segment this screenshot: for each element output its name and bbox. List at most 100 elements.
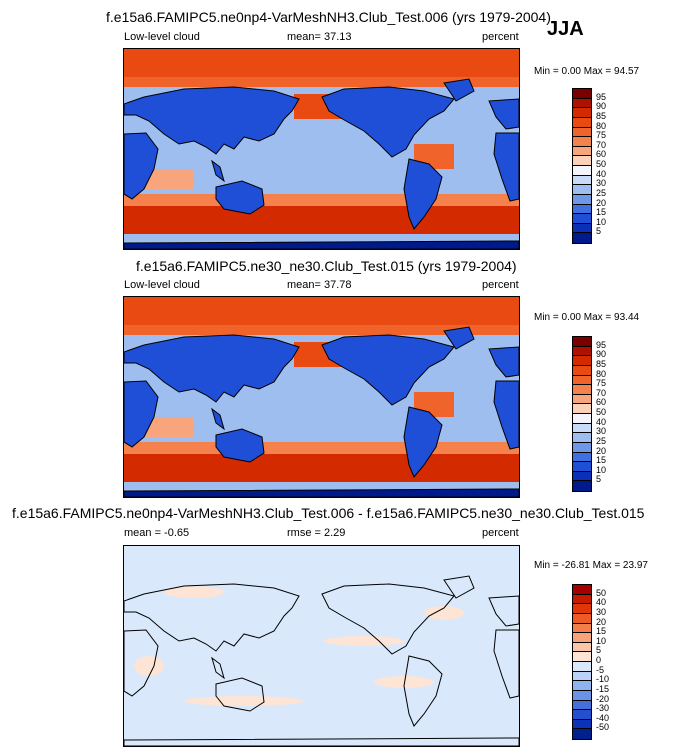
colorbar-box [573, 414, 591, 424]
colorbar-tick-label: 30 [596, 426, 607, 437]
colorbar-tick-label: 90 [596, 349, 607, 360]
colorbar-tick-label: -10 [596, 674, 610, 685]
colorbar-tick-label: 80 [596, 120, 607, 131]
colorbar-box [573, 719, 591, 730]
colorbar-box [573, 127, 591, 138]
colorbar-box [573, 462, 591, 472]
coastline [215, 428, 265, 463]
coastline [321, 86, 455, 158]
colorbar-box [573, 98, 591, 109]
colorbar-tick-label: 70 [596, 387, 607, 398]
panel3-title: f.e15a6.FAMIPC5.ne0np4-VarMeshNH3.Club_T… [12, 505, 645, 521]
colorbar-box [573, 652, 591, 662]
colorbar-tick-label: 40 [596, 597, 607, 608]
cloud-band [124, 204, 519, 234]
panel1-map [123, 48, 520, 250]
colorbar-box [573, 585, 591, 595]
coastline [403, 158, 443, 230]
coastline [493, 132, 519, 202]
colorbar-tick-label: 75 [596, 378, 607, 389]
coastline [403, 655, 443, 727]
panel2-map [123, 296, 520, 498]
colorbar-box [573, 700, 591, 711]
coastline [403, 406, 443, 478]
panel3-mean-label: mean = -0.65 [124, 527, 190, 539]
difference-patch [374, 676, 434, 688]
coastline [493, 629, 519, 699]
colorbar-tick-label: 5 [596, 474, 602, 485]
colorbar-tick-label: 80 [596, 368, 607, 379]
colorbar-tick-label: 25 [596, 187, 607, 198]
panel1-variable-label: Low-level cloud [124, 31, 200, 43]
coastline [321, 583, 455, 655]
colorbar-box [573, 89, 591, 99]
panel2-map-svg [124, 297, 519, 497]
colorbar-box [573, 690, 591, 701]
colorbar-tick-label: 15 [596, 626, 607, 637]
colorbar-box [573, 365, 591, 376]
colorbar-box [573, 146, 591, 157]
colorbar-box [573, 452, 591, 463]
coastline [124, 737, 519, 746]
colorbar-tick-label: 95 [596, 91, 607, 102]
coastline [124, 86, 300, 155]
colorbar-box [573, 613, 591, 624]
coastline [124, 240, 519, 249]
colorbar-box [573, 481, 591, 491]
difference-patch [164, 586, 224, 598]
colorbar-box [573, 204, 591, 215]
colorbar-tick-label: 85 [596, 358, 607, 369]
colorbar-box [573, 185, 591, 195]
coastline [215, 180, 265, 215]
coastline [443, 78, 475, 102]
colorbar-tick-label: 5 [596, 645, 602, 656]
panel1-title: f.e15a6.FAMIPC5.ne0np4-VarMeshNH3.Club_T… [106, 9, 551, 25]
season-label: JJA [547, 18, 584, 40]
panel3-map [123, 545, 520, 747]
colorbar-tick-label: 0 [596, 655, 602, 665]
colorbar-tick-label: 30 [596, 606, 607, 617]
colorbar-tick-label: 5 [596, 226, 602, 237]
colorbar-box [573, 375, 591, 386]
coastline [124, 334, 300, 403]
panel2-mean-label: mean= 37.78 [287, 279, 352, 291]
panel3-map-svg [124, 546, 519, 746]
colorbar-box [573, 156, 591, 166]
colorbar-tick-label: 60 [596, 149, 607, 160]
panel1-map-svg [124, 49, 519, 249]
colorbar-box [573, 233, 591, 243]
colorbar-box [573, 175, 591, 186]
colorbar-tick-label: -30 [596, 703, 610, 714]
colorbar-box [573, 662, 591, 672]
colorbar-box [573, 223, 591, 234]
colorbar-box [573, 604, 591, 614]
cloud-band [124, 297, 519, 327]
cloud-band [144, 169, 194, 189]
colorbar-box [573, 642, 591, 653]
colorbar-box [573, 442, 591, 453]
cloud-band [124, 77, 519, 87]
difference-patch [424, 606, 464, 620]
colorbar-tick-label: -50 [596, 722, 610, 733]
difference-patch [184, 696, 304, 706]
panel3-min-max: Min = -26.81 Max = 23.97 [534, 560, 648, 571]
colorbar-tick-label: -5 [596, 664, 605, 675]
colorbar-box [573, 594, 591, 605]
colorbar-tick-label: 50 [596, 407, 607, 417]
coastline [488, 346, 519, 378]
coastline [493, 380, 519, 450]
colorbar-box [573, 356, 591, 366]
coastline [443, 326, 475, 350]
difference-patch [324, 636, 404, 646]
cloud-band [124, 49, 519, 79]
colorbar-box [573, 108, 591, 118]
panel3-units-label: percent [482, 527, 519, 539]
colorbar-tick-label: 85 [596, 110, 607, 121]
panel3-colorbar [572, 584, 592, 740]
coastline [124, 629, 159, 697]
cloud-band [124, 442, 519, 454]
colorbar-tick-label: 40 [596, 168, 607, 179]
colorbar-box [573, 681, 591, 691]
coastline [443, 575, 475, 599]
colorbar-box [573, 423, 591, 434]
